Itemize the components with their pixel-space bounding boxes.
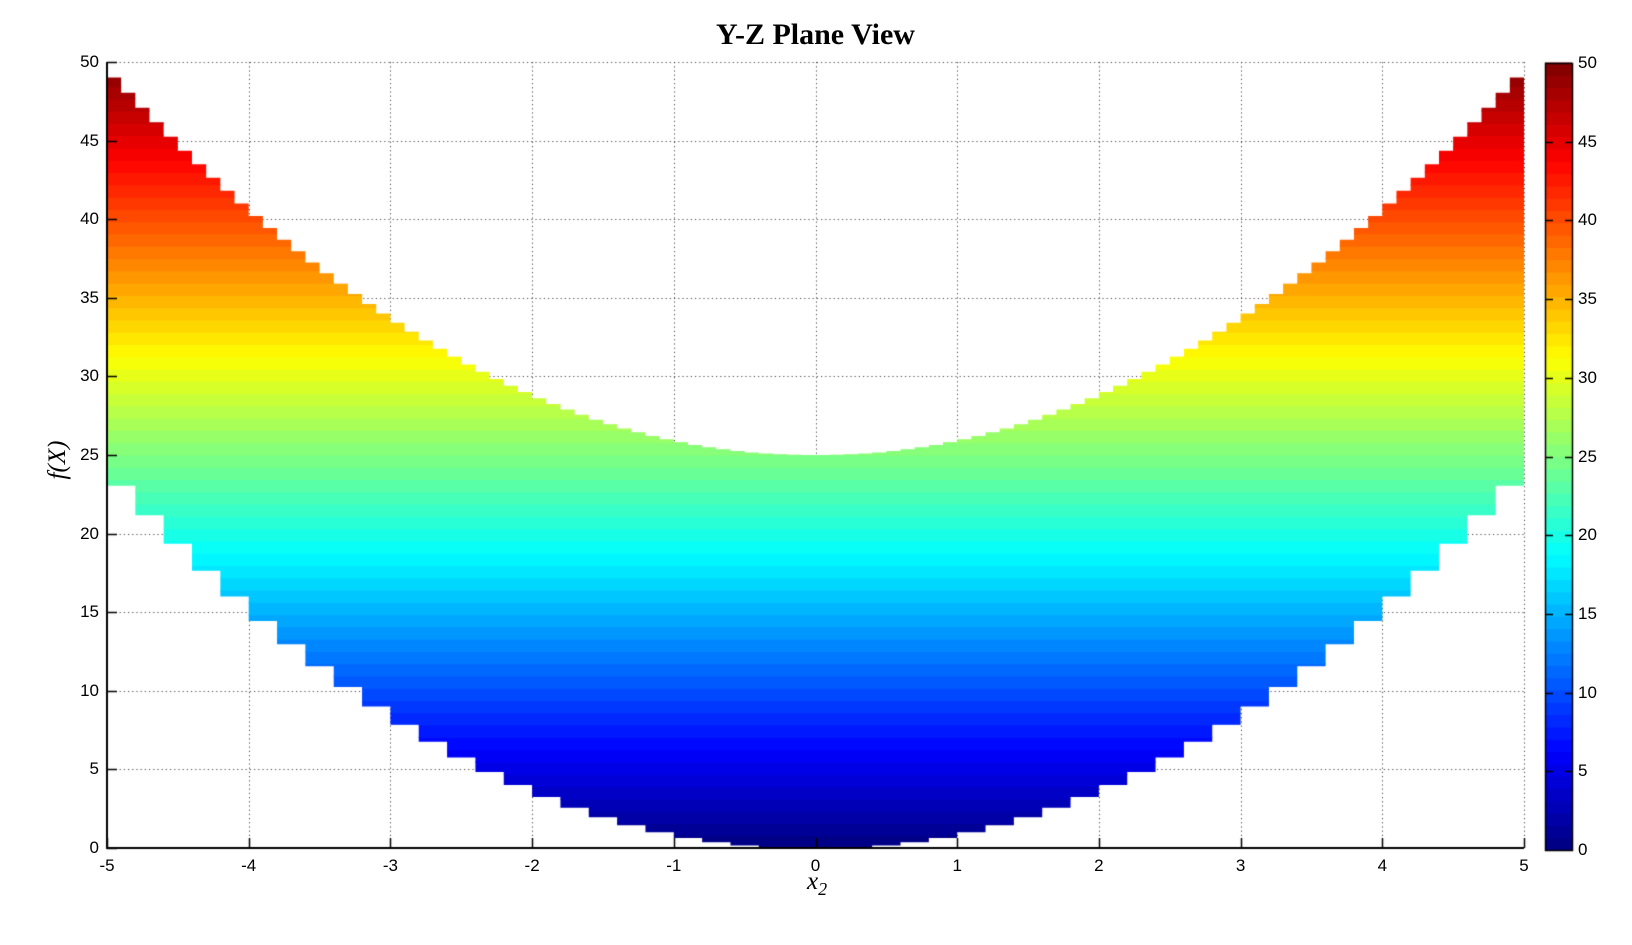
x-tick-label: 1 [952,856,962,875]
y-tick-label: 30 [80,366,99,386]
chart-title: Y-Z Plane View [716,18,915,51]
y-tick-label: 25 [80,445,99,464]
y-tick-label: 0 [89,838,99,857]
x-tick-label: 5 [1519,856,1529,875]
colorbar-tick-label: 35 [1578,289,1597,309]
y-tick-label: 45 [80,130,99,150]
x-tick-label: 0 [810,856,821,875]
y-tick-label: 50 [80,52,99,71]
colorbar-tick-label: 20 [1578,525,1597,545]
x-axis-label-sub: 2 [818,879,828,899]
x-tick-label: 4 [1377,856,1388,875]
y-axis-label: f(X) [44,441,72,480]
y-tick-label: 5 [89,759,99,779]
x-tick-label: -4 [241,856,257,875]
x-tick-label: -3 [382,856,398,875]
y-tick-label: 15 [80,602,99,622]
y-tick-label: 35 [80,287,99,307]
x-axis-label: x2 [807,868,827,900]
colorbar-tick-label: 50 [1578,53,1597,72]
colorbar-tick-label: 45 [1578,131,1597,151]
y-tick-label: 20 [80,523,99,543]
x-tick-label: -2 [524,856,540,875]
colorbar-tick-label: 10 [1578,682,1597,702]
x-tick-label: 3 [1235,856,1246,875]
colorbar-tick-label: 0 [1578,840,1588,859]
y-tick-label: 10 [80,680,99,700]
x-axis-label-base: x [807,868,819,895]
colorbar-tick-label: 15 [1578,603,1597,623]
x-tick-label: -1 [666,856,682,875]
colorbar-tick-label: 30 [1578,367,1597,387]
x-tick-label: 2 [1094,856,1104,875]
colorbar-tick-label: 25 [1578,446,1597,466]
x-tick-label: -5 [99,856,115,875]
colorbar-tick-label: 40 [1578,210,1597,230]
y-axis-label-text: f(X) [44,440,71,480]
y-tick-label: 40 [80,209,99,229]
colorbar-tick-label: 5 [1578,761,1588,781]
